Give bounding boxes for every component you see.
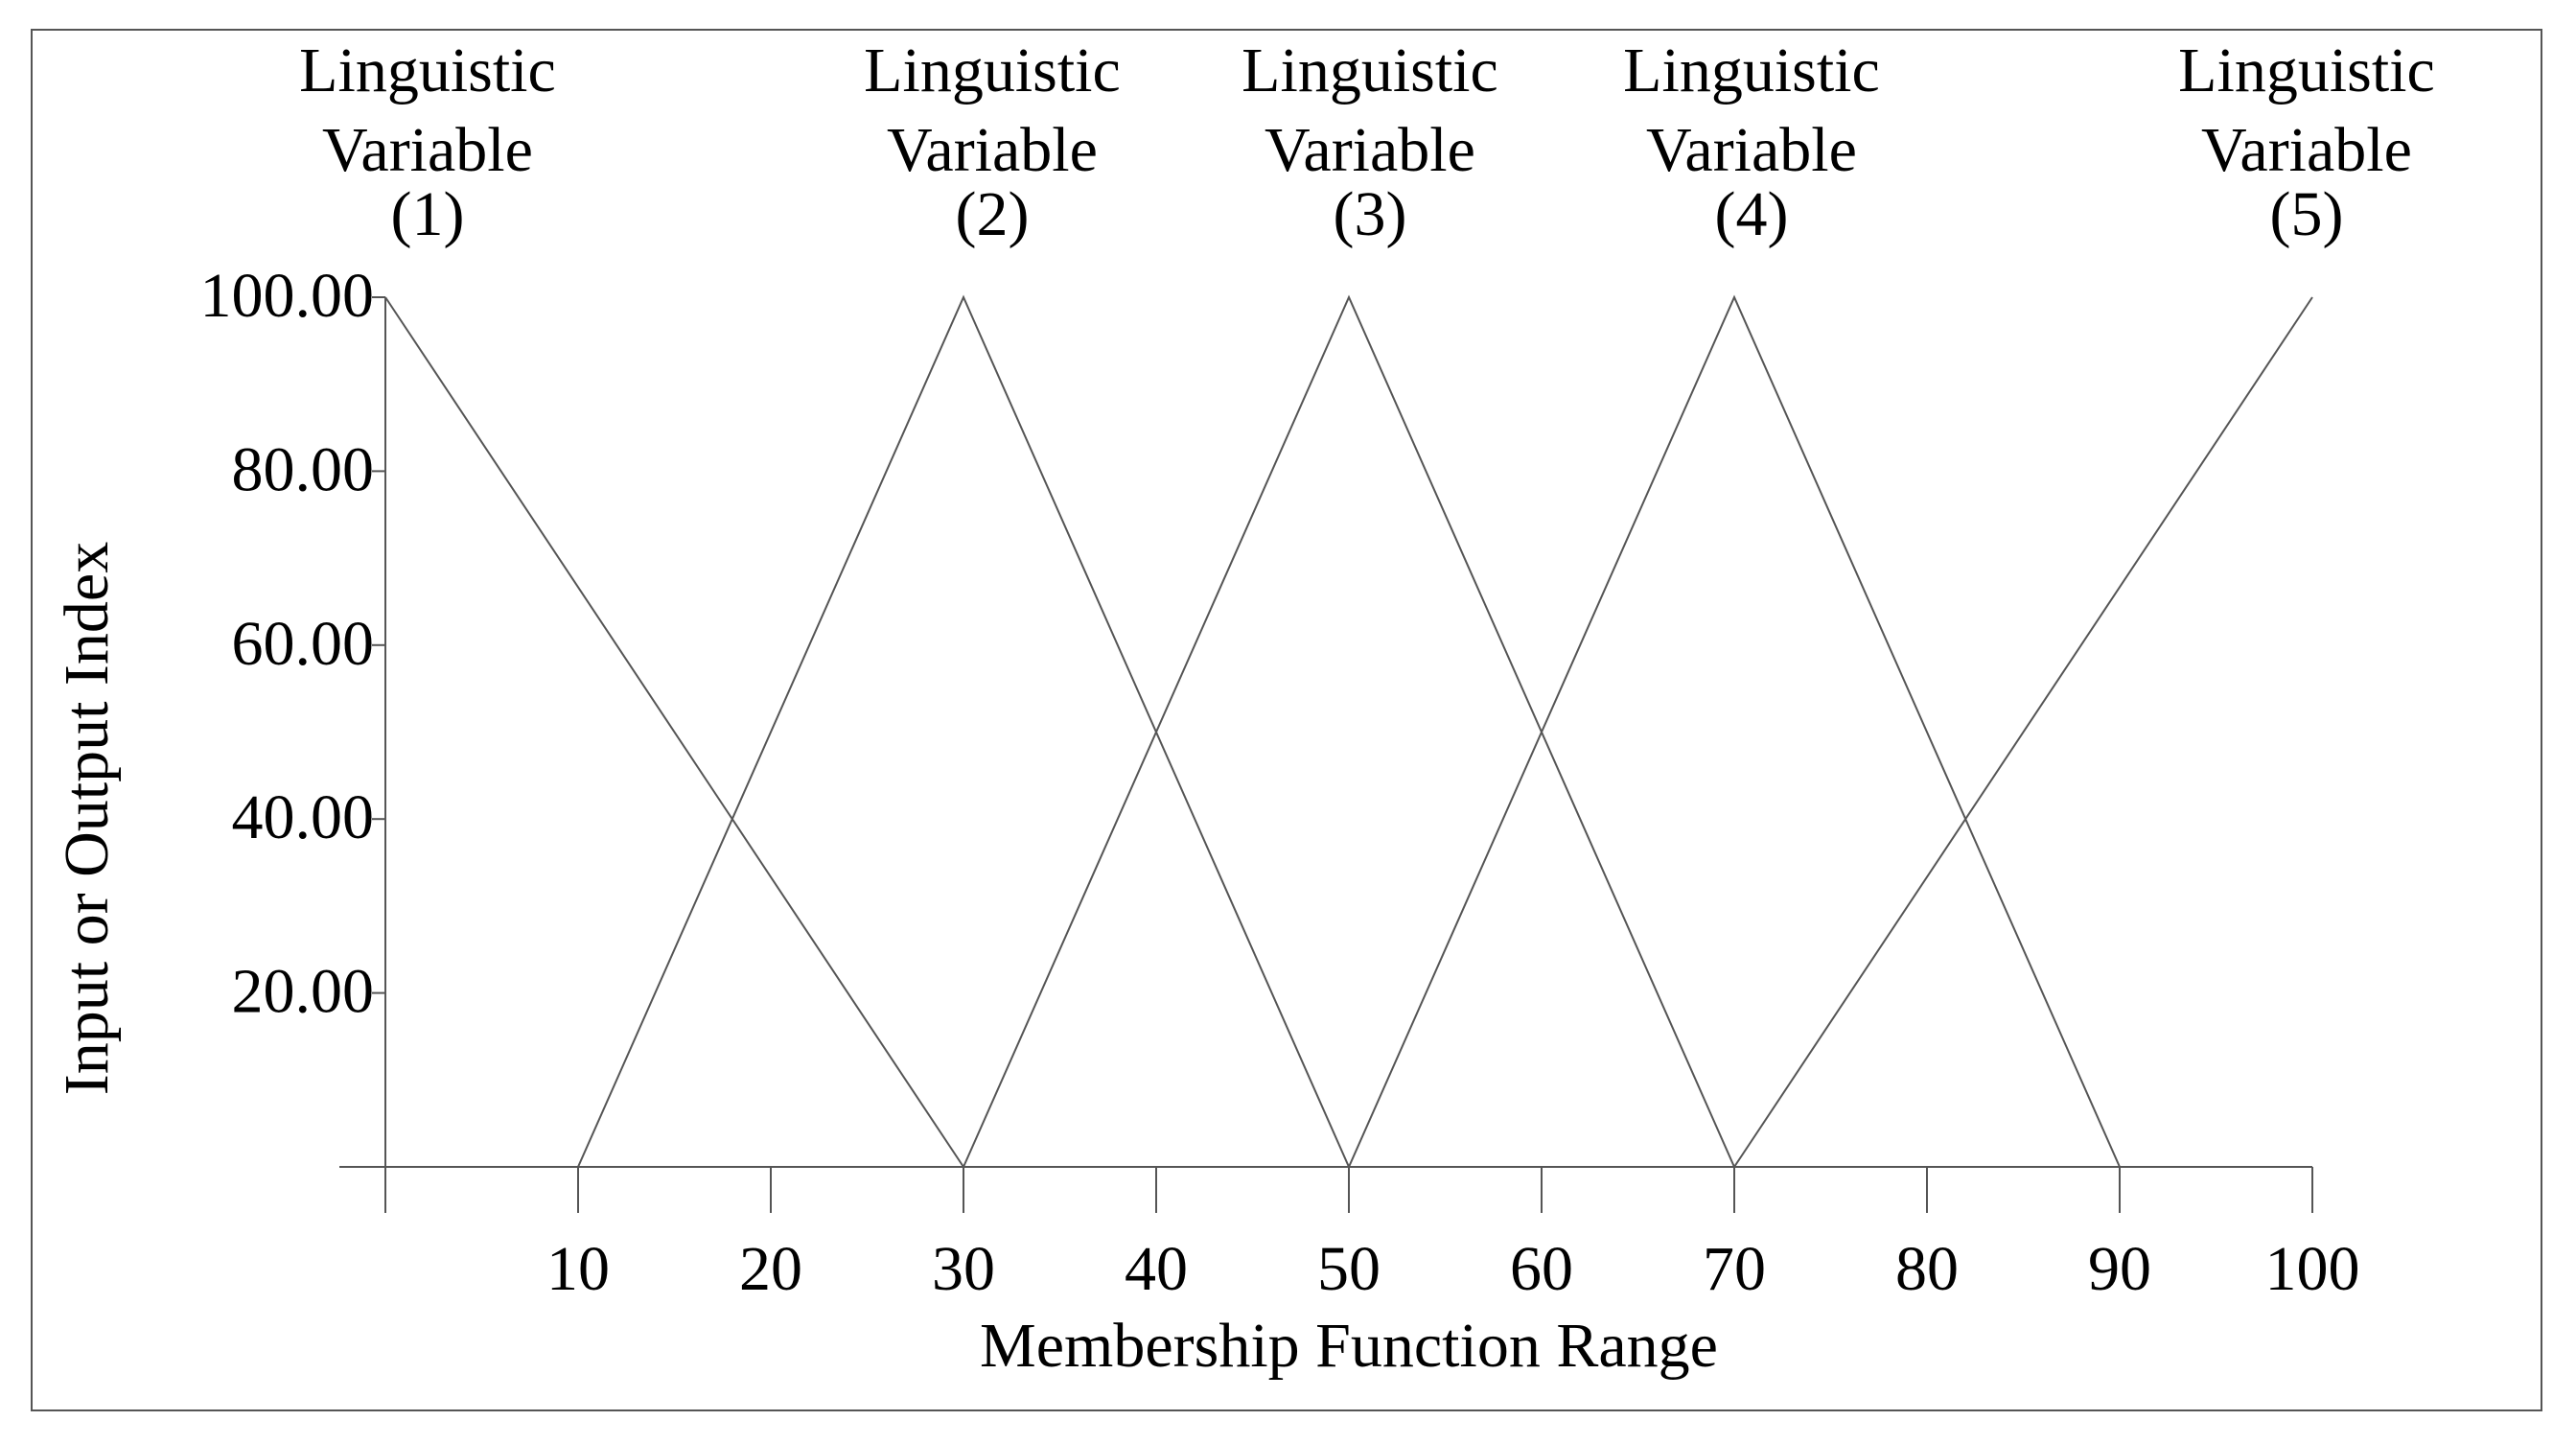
x-tick-label: 60 [1510, 1234, 1573, 1304]
y-tick-label: 20.00 [232, 957, 375, 1027]
variable-label-4-line-3: (4) [1715, 179, 1789, 249]
x-tick-label: 100 [2265, 1234, 2360, 1304]
variable-label-2-line-3: (2) [956, 179, 1030, 249]
x-tick-label: 80 [1895, 1234, 1959, 1304]
variable-label-5-line-2: Variable [2201, 115, 2412, 185]
variable-label-2-line-1: Linguistic [864, 35, 1121, 105]
axes [339, 296, 2313, 1213]
variable-label-3-line-2: Variable [1265, 115, 1475, 185]
x-tick-label: 10 [546, 1234, 610, 1304]
x-tick-label: 20 [739, 1234, 802, 1304]
variable-label-3-line-1: Linguistic [1242, 35, 1498, 105]
membership-line-5 [1733, 296, 2313, 1168]
variable-label-1-line-3: (1) [391, 179, 465, 249]
x-tick-label: 70 [1703, 1234, 1766, 1304]
membership-line-2 [577, 294, 1350, 1168]
variable-label-5-line-1: Linguistic [2178, 35, 2435, 105]
variable-label-1-line-1: Linguistic [299, 35, 556, 105]
variable-label-1-line-2: Variable [322, 115, 533, 185]
y-tick-label: 100.00 [200, 261, 375, 331]
variable-label-3-line-3: (3) [1334, 179, 1407, 249]
x-tick-label: 30 [932, 1234, 995, 1304]
variable-label-4-line-1: Linguistic [1623, 35, 1880, 105]
variable-label-4-line-2: Variable [1646, 115, 1857, 185]
membership-line-1 [384, 296, 964, 1168]
figure-frame [31, 29, 2542, 1411]
variable-label-2-line-2: Variable [887, 115, 1098, 185]
x-tick-label: 50 [1317, 1234, 1381, 1304]
y-tick-label: 40.00 [232, 782, 375, 852]
membership-line-3 [963, 294, 1735, 1168]
x-axis-title: Membership Function Range [980, 1311, 1718, 1381]
membership-lines [384, 294, 2313, 1168]
membership-line-4 [1348, 294, 2121, 1168]
x-tick-label: 40 [1125, 1234, 1188, 1304]
x-tick-label: 90 [2088, 1234, 2151, 1304]
chart-labels: 10 20 30 40 50 60 70 80 90 100 20.00 40.00 60.00 80.0… [52, 35, 2435, 1381]
y-tick-label: 80.00 [232, 434, 375, 504]
y-axis-title: Input or Output Index [52, 542, 122, 1095]
variable-label-5-line-3: (5) [2270, 179, 2344, 249]
y-tick-label: 60.00 [232, 609, 375, 679]
